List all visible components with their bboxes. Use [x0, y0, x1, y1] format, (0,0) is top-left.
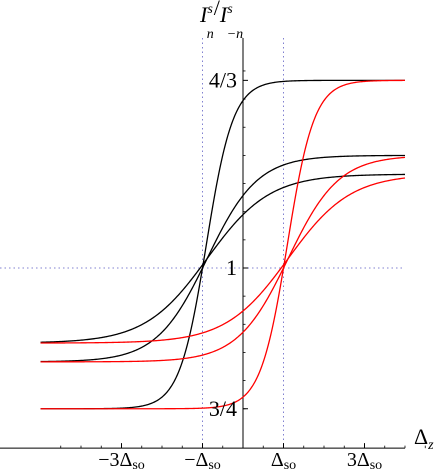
series-curve-1 — [40, 154, 406, 363]
y-tick-label-2: 3/4 — [209, 396, 237, 421]
x-tick-label-3: 3Δso — [347, 449, 382, 471]
series-curve-4 — [40, 156, 406, 363]
series-curve-5 — [40, 177, 406, 344]
curves — [40, 79, 406, 410]
y-axis-label: Is n/Is −n — [199, 0, 243, 42]
y-tick-label-1: 1 — [226, 255, 237, 280]
x-tick-label-1: −Δso — [184, 449, 221, 471]
x-tick-label-2: Δso — [271, 449, 296, 471]
y-tick-label-0: 4/3 — [209, 67, 237, 92]
x-axis-label: Δz — [414, 424, 434, 453]
ticks — [60, 70, 426, 449]
axes — [0, 38, 405, 449]
series-curve-2 — [40, 173, 406, 343]
tick-labels: −3Δso −Δso Δso 3Δso 4/3 1 3/4 — [98, 67, 382, 471]
series-curve-3 — [40, 79, 405, 410]
reference-lines — [0, 38, 405, 449]
x-tick-label-0: −3Δso — [98, 449, 145, 471]
